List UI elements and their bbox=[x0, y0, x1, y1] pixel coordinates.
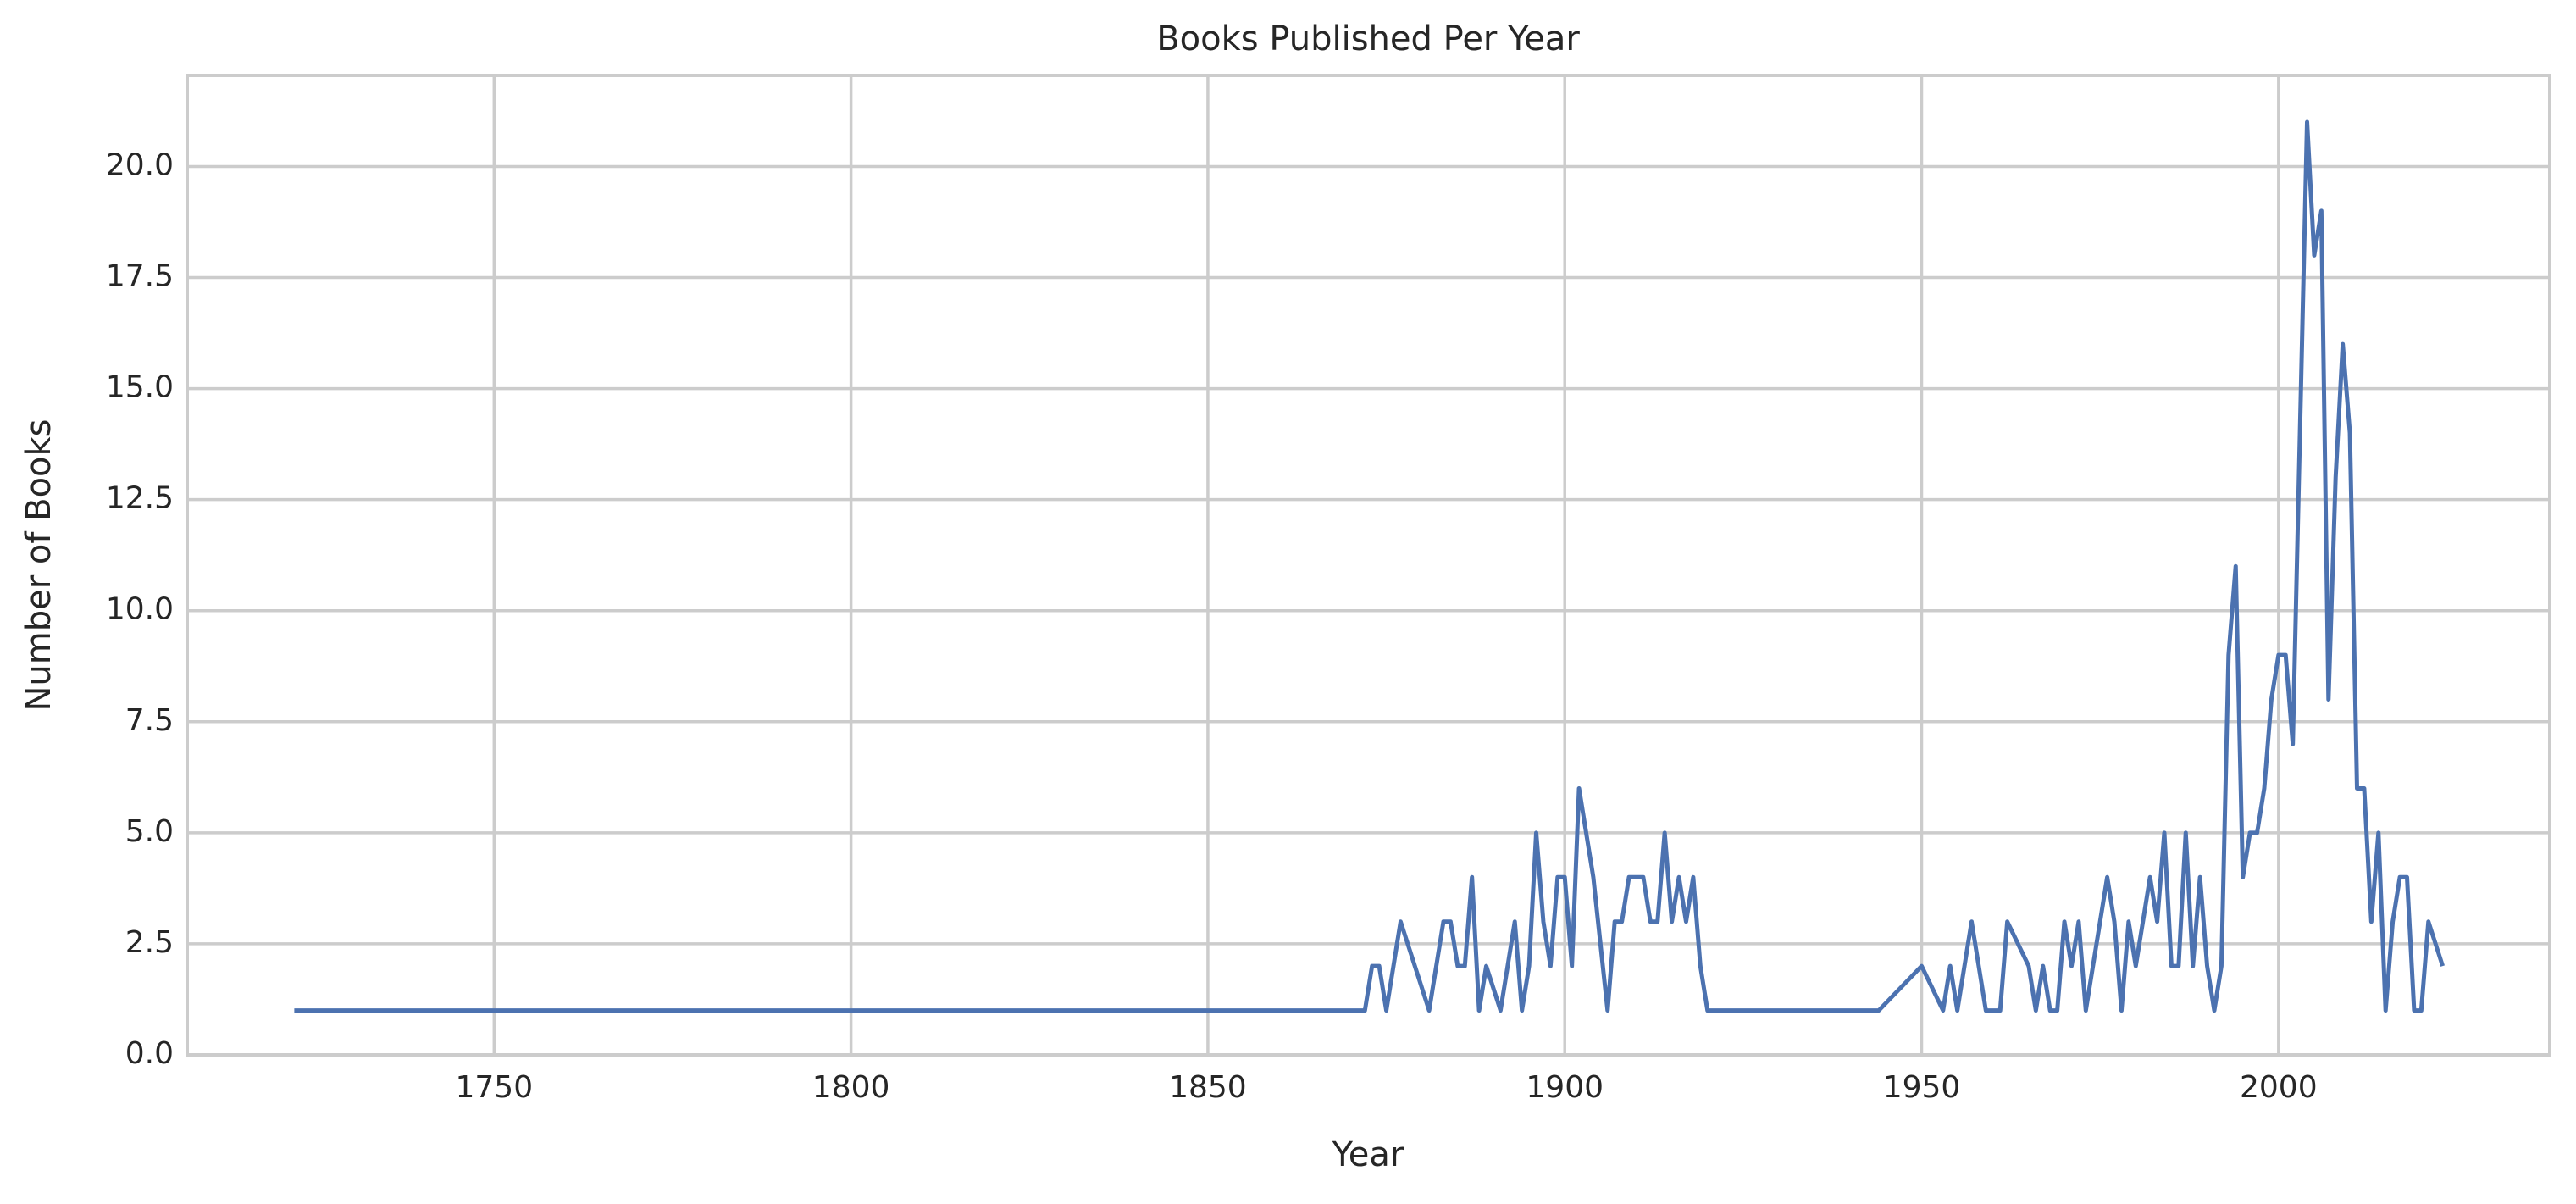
y-tick-label: 5.0 bbox=[125, 814, 174, 849]
y-axis-label: Number of Books bbox=[19, 419, 58, 711]
x-tick-label: 1900 bbox=[1526, 1070, 1604, 1105]
y-tick-label: 7.5 bbox=[125, 703, 174, 738]
x-tick-label: 1800 bbox=[812, 1070, 890, 1105]
y-tick-label: 17.5 bbox=[106, 259, 174, 294]
y-tick-label: 0.0 bbox=[125, 1036, 174, 1071]
x-tick-label: 1950 bbox=[1883, 1070, 1961, 1105]
x-axis-label: Year bbox=[1332, 1135, 1404, 1174]
y-tick-label: 10.0 bbox=[106, 592, 174, 627]
x-tick-label: 1850 bbox=[1169, 1070, 1247, 1105]
data-line bbox=[294, 119, 2445, 1013]
x-tick-label: 1750 bbox=[456, 1070, 534, 1105]
y-tick-label: 15.0 bbox=[106, 370, 174, 405]
chart-title: Books Published Per Year bbox=[1156, 19, 1580, 58]
x-tick-label: 2000 bbox=[2240, 1070, 2318, 1105]
y-tick-label: 2.5 bbox=[125, 925, 174, 960]
plot-frame bbox=[186, 74, 2551, 1057]
y-tick-label: 20.0 bbox=[106, 147, 174, 182]
y-tick-label: 12.5 bbox=[106, 481, 174, 516]
